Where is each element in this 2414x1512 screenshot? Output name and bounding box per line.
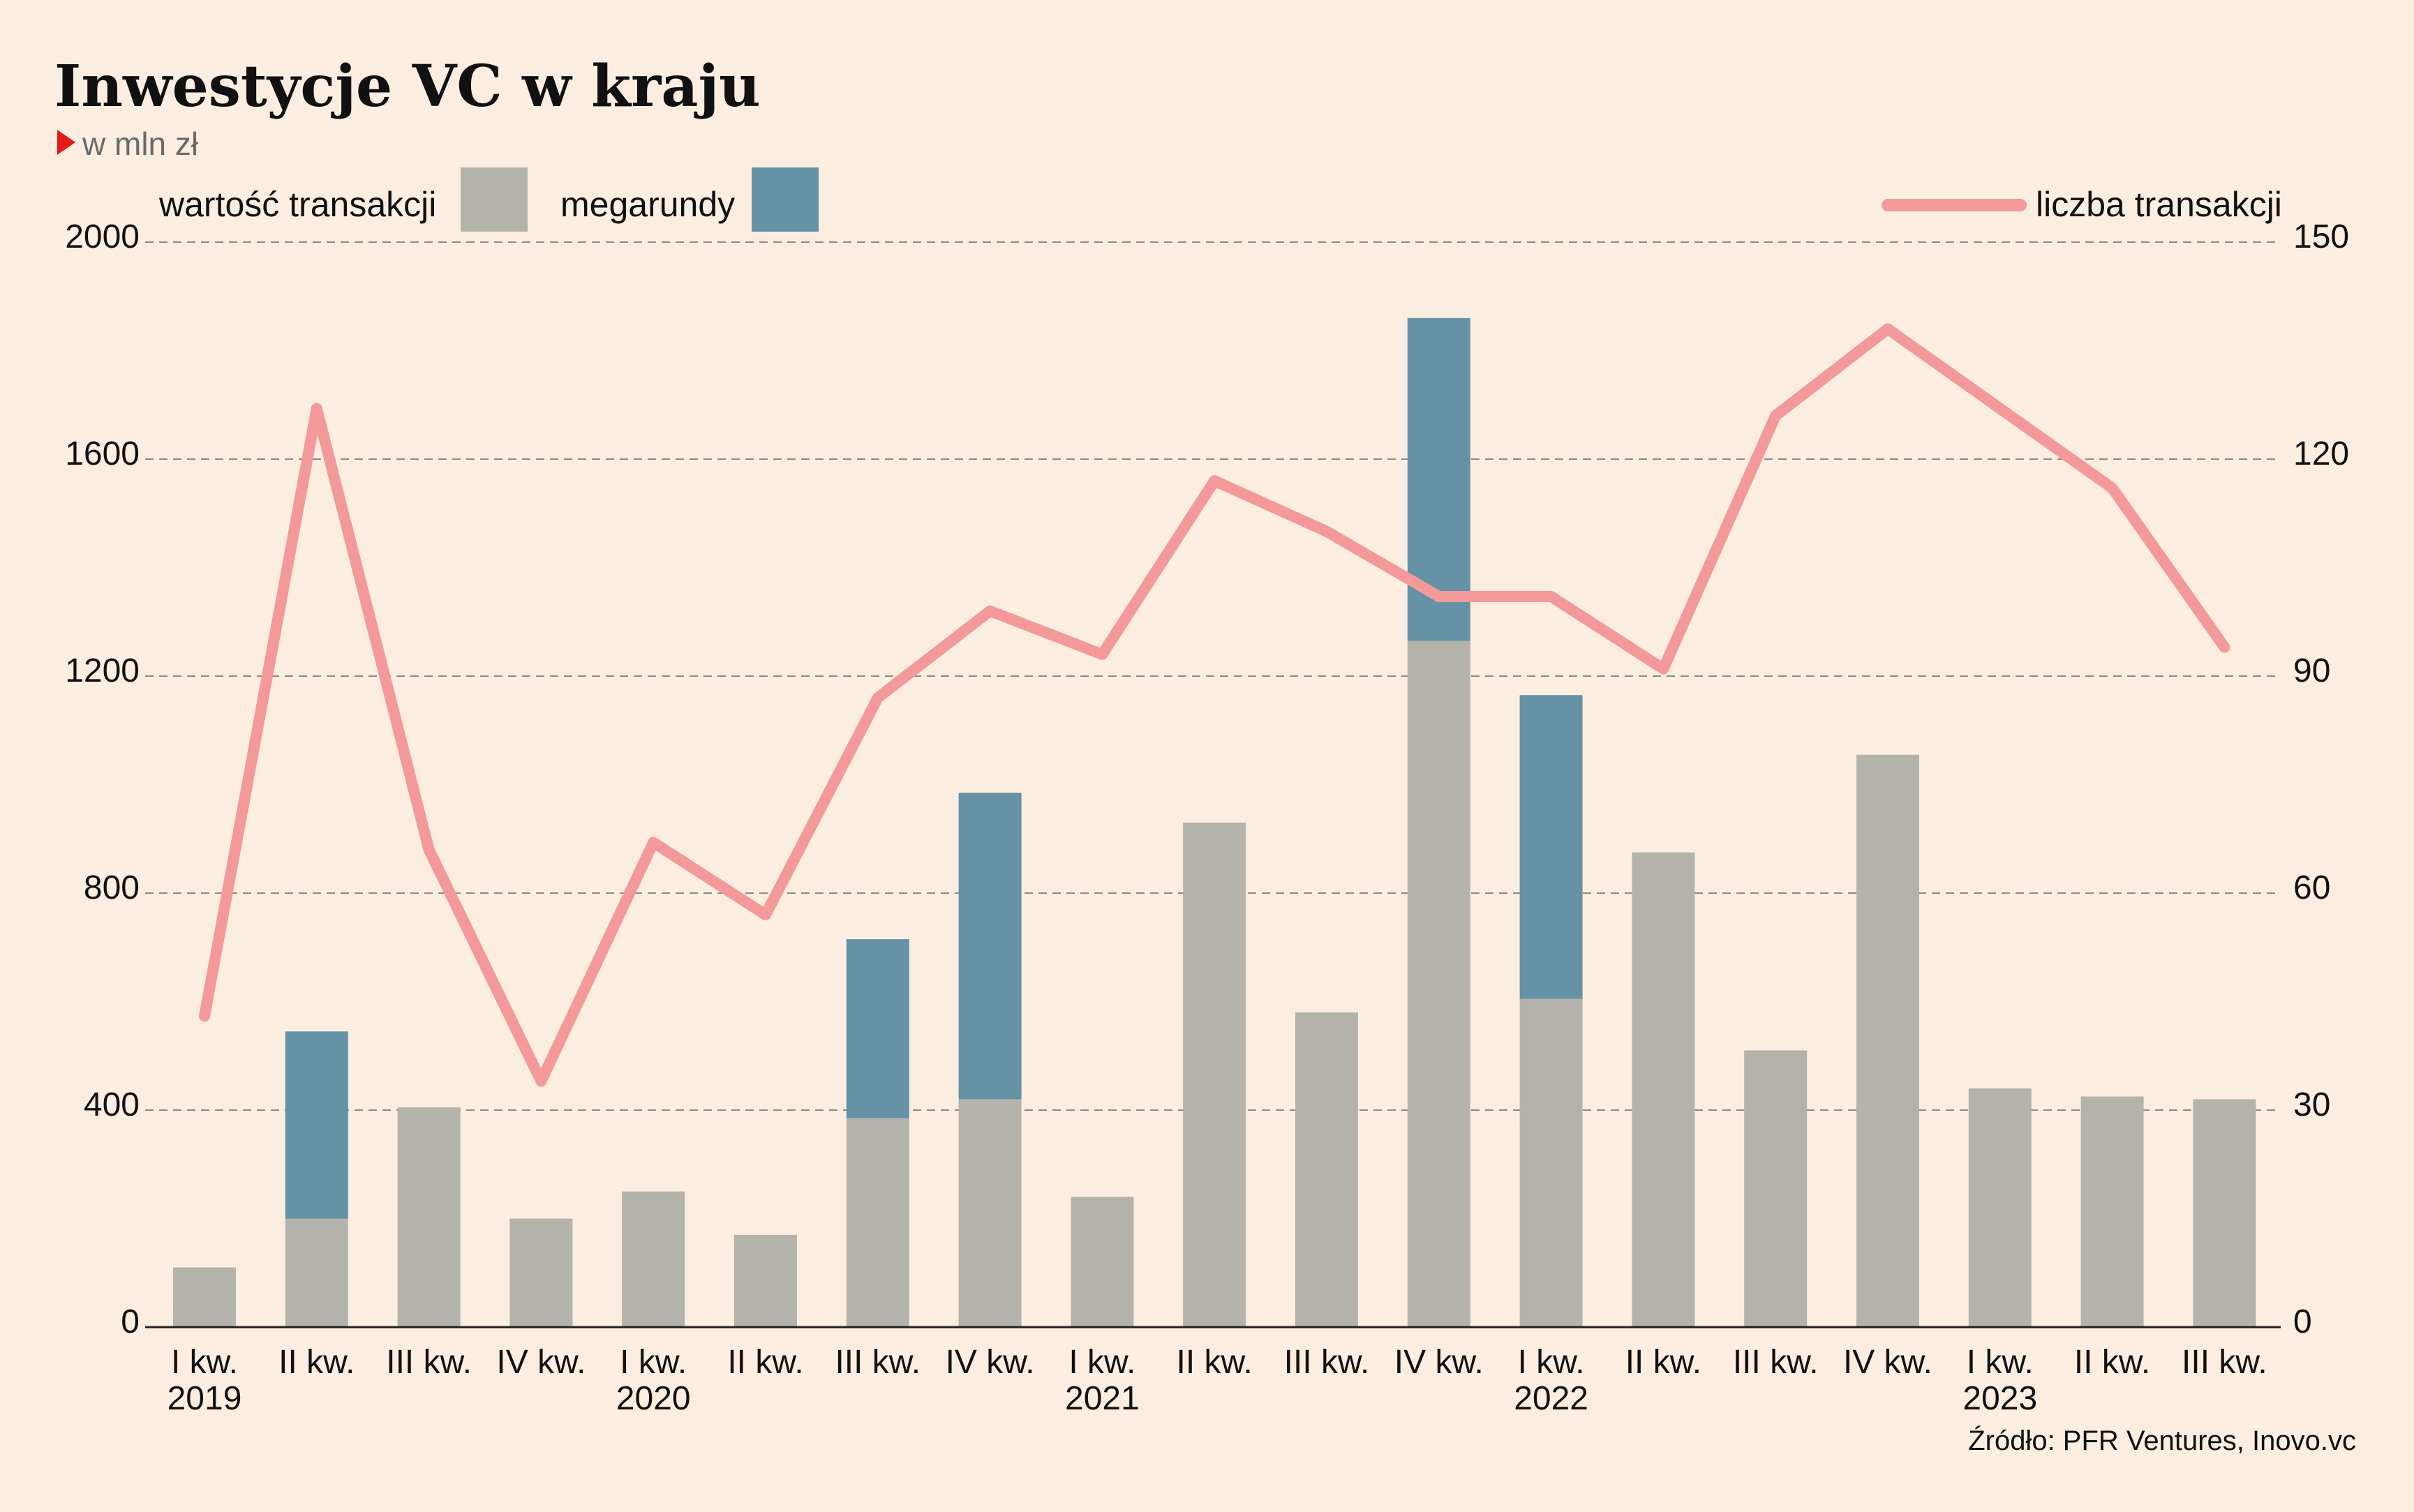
bar-megarounds [1519, 695, 1583, 999]
y-axis-left: 0 400 800 1200 1600 2000 [65, 218, 140, 1340]
y-left-tick-label: 400 [84, 1086, 140, 1123]
bar-value [1295, 1012, 1358, 1327]
x-tick-label: II kw. [278, 1344, 355, 1381]
bar-value [1856, 754, 1919, 1327]
line-point [1326, 530, 1327, 532]
line-point [1214, 480, 1216, 482]
x-tick-year-label: 2021 [1065, 1380, 1140, 1417]
y-axis-right: 0 30 60 90 120 150 [2293, 218, 2349, 1340]
line-point [1775, 414, 1777, 417]
bar-megarounds [285, 1031, 348, 1219]
bar-value [1519, 998, 1583, 1327]
legend: wartość transakcji megarundy liczba tran… [158, 167, 2282, 232]
bar-value [846, 1118, 909, 1327]
y-right-tick-label: 30 [2293, 1086, 2330, 1123]
legend-label-value: wartość transakcji [158, 185, 436, 224]
legend-swatch-megarounds [752, 167, 819, 232]
subtitle-marker-icon [57, 130, 75, 155]
bar-value [1071, 1197, 1134, 1327]
x-tick-label: I kw. [171, 1344, 238, 1381]
x-tick-label: I kw. [1518, 1344, 1585, 1381]
bars [173, 317, 2256, 1327]
y-right-tick-label: 90 [2293, 652, 2330, 689]
x-tick-year-label: 2020 [616, 1380, 691, 1417]
x-tick-year-label: 2023 [1962, 1380, 2037, 1417]
bar-value [1632, 852, 1695, 1327]
x-tick-label: II kw. [2074, 1344, 2150, 1381]
bar-value [1968, 1088, 2032, 1327]
bar-value [285, 1218, 348, 1327]
x-tick-label: I kw. [1967, 1344, 2034, 1381]
x-tick-label: IV kw. [946, 1344, 1035, 1381]
line-point [989, 610, 991, 612]
x-tick-label: IV kw. [1843, 1344, 1932, 1381]
line-point [765, 914, 766, 916]
bar-value [397, 1107, 461, 1327]
line-point [1662, 668, 1664, 670]
line-point [540, 1080, 542, 1082]
x-tick-year-label: 2022 [1514, 1380, 1588, 1417]
legend-label-megarounds: megarundy [560, 185, 735, 224]
bar-value [2193, 1099, 2256, 1327]
line-point [1438, 595, 1440, 597]
chart-title: Inwestycje VC w kraju [54, 53, 761, 120]
bar-megarounds [846, 939, 909, 1118]
bar-value [734, 1234, 797, 1327]
line-point [428, 848, 430, 851]
bar-value [1407, 641, 1470, 1327]
source-note: Źródło: PFR Ventures, Inovo.vc [1968, 1425, 2356, 1456]
legend-label-count: liczba transakcji [2036, 185, 2282, 224]
x-tick-year-label: 2019 [167, 1380, 242, 1417]
x-tick-label: III kw. [835, 1344, 921, 1381]
bar-value [1744, 1050, 1808, 1327]
line-point [315, 407, 318, 410]
bar-value [958, 1099, 1022, 1327]
line-point [877, 697, 879, 699]
line-point [1101, 653, 1103, 655]
y-left-tick-label: 0 [121, 1303, 140, 1340]
line-point [2111, 487, 2113, 489]
bar-value [2080, 1096, 2144, 1327]
x-tick-label: II kw. [1625, 1344, 1701, 1381]
line-point [2223, 646, 2226, 648]
bar-megarounds [958, 793, 1022, 1100]
line-series [199, 323, 2230, 1087]
line-point [1887, 328, 1888, 330]
y-left-tick-label: 1600 [65, 435, 140, 472]
x-tick-label: III kw. [386, 1344, 472, 1381]
y-right-tick-label: 150 [2293, 218, 2349, 255]
x-tick-label: I kw. [1068, 1344, 1135, 1381]
y-right-tick-label: 0 [2293, 1303, 2312, 1340]
x-tick-label: IV kw. [1394, 1344, 1484, 1381]
y-right-tick-label: 60 [2293, 869, 2330, 906]
bar-value [509, 1218, 573, 1327]
x-tick-label: II kw. [727, 1344, 803, 1381]
x-tick-label: III kw. [1284, 1344, 1370, 1381]
x-tick-label: II kw. [1177, 1344, 1253, 1381]
bar-value [1183, 822, 1246, 1327]
line-point [204, 1015, 205, 1017]
y-left-tick-label: 800 [84, 869, 140, 906]
x-tick-label: I kw. [620, 1344, 687, 1381]
x-tick-label: III kw. [1733, 1344, 1819, 1381]
line-point [653, 841, 655, 844]
x-tick-label: III kw. [2182, 1344, 2267, 1381]
y-left-tick-label: 1200 [65, 652, 140, 689]
legend-swatch-value [461, 167, 528, 232]
x-tick-label: IV kw. [496, 1344, 586, 1381]
line-point [1999, 407, 2001, 410]
chart-subtitle: w mln zł [82, 126, 198, 162]
y-right-tick-label: 120 [2293, 435, 2349, 472]
line-point [1550, 595, 1552, 597]
bar-value [622, 1191, 685, 1327]
y-left-tick-label: 2000 [65, 218, 140, 255]
bar-value [173, 1267, 236, 1327]
